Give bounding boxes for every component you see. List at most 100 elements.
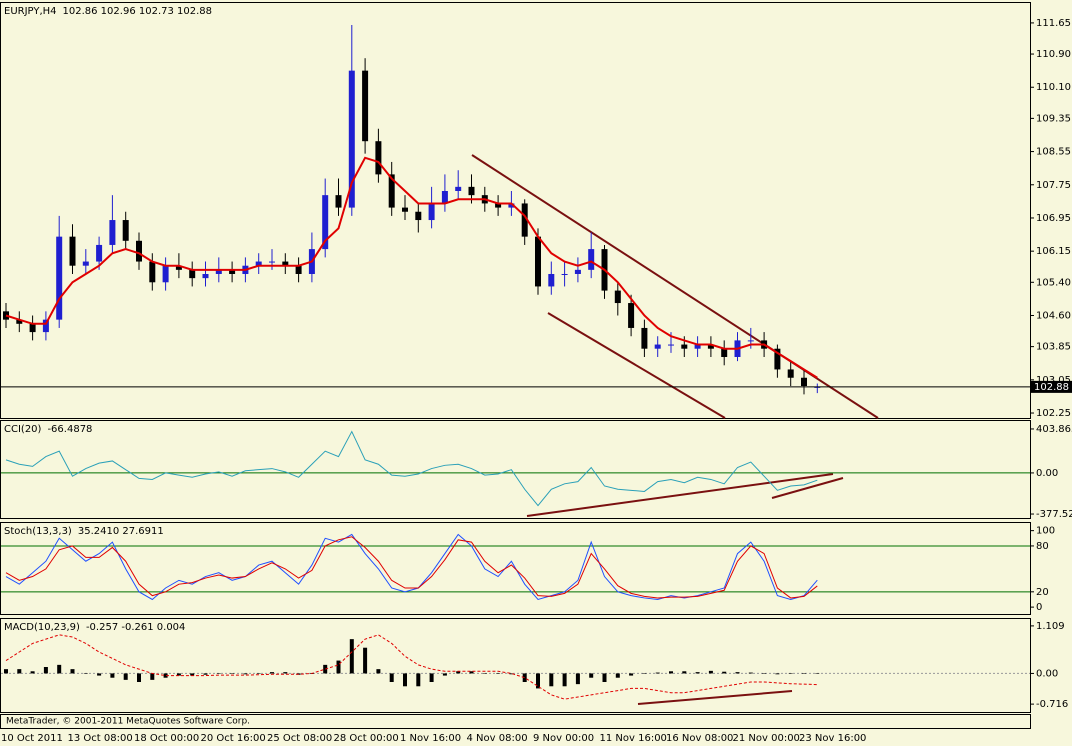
x-tick-label: 25 Oct 08:00 [267,733,332,744]
macd-bar [695,672,700,674]
candle-body [668,344,674,346]
y-tick-label: -0.716 [1036,699,1068,710]
macd-bar [416,673,421,687]
y-tick-label: 110.90 [1036,49,1071,60]
candle-body [574,269,581,274]
macd-bar [203,673,208,675]
macd-bar [788,673,793,674]
candle-body [229,269,236,274]
candle-body [654,344,661,349]
candle-body [29,323,36,333]
candle-body [548,273,555,287]
candle-body [109,220,116,245]
channel-bottom [547,312,726,419]
panel-title: EURJPY,H4 102.86 102.96 102.73 102.88 [4,6,212,17]
y-tick-label: 403.865 [1036,424,1072,435]
candle-body [774,348,781,370]
indicator-readout: 102.86 102.96 102.73 102.88 [63,6,213,17]
cci-panel-frame [0,420,1031,519]
macd-bar [150,673,155,680]
x-tick-label: 21 Nov 00:00 [733,733,800,744]
candle-body [428,203,435,221]
macd-bar [669,671,673,674]
indicator-line [5,536,818,599]
cci-trend-line [771,477,844,499]
macd-bar [522,673,527,682]
footer-text: MetaTrader, © 2001-2011 MetaQuotes Softw… [6,717,250,727]
indicator-line [5,430,818,507]
y-tick-label: 20 [1036,587,1049,598]
y-tick-label: 103.85 [1036,342,1071,353]
macd-bar [562,673,567,687]
macd-bar [748,672,753,674]
candle-body [16,319,23,324]
macd-panel-frame [0,618,1031,713]
panel-title: Stoch(13,3,3) 35.2410 27.6911 [4,526,164,537]
candle-body [348,70,355,208]
y-tick-label: 0.00 [1036,668,1058,679]
y-tick-label: 106.95 [1036,213,1071,224]
y-tick-label: 106.15 [1036,246,1071,257]
macd-bar [575,673,580,685]
macd-bar [336,660,341,674]
macd-bar [4,669,8,674]
macd-bar [30,671,35,674]
x-tick-label: 11 Nov 16:00 [600,733,667,744]
y-tick-label: 0 [1036,602,1042,613]
macd-bar [629,673,634,676]
macd-bar [589,673,594,678]
candle-body [162,265,169,283]
candle-body [56,236,63,320]
y-tick-label: -377.529 [1036,509,1072,520]
candle-body [255,261,262,266]
macd-bar [722,671,727,674]
y-tick-label: 80 [1036,541,1049,552]
macd-bar [482,673,487,674]
macd-bar [655,672,660,674]
candle-body [282,261,289,266]
candle-body [681,344,688,349]
macd-bar [642,673,647,674]
candle-body [787,369,794,378]
macd-bar [123,673,128,680]
macd-bar [602,673,607,682]
macd-bar [176,673,181,676]
macd-bar [43,667,48,674]
footer-panel-frame [0,714,1031,729]
y-tick-label: 105.40 [1036,277,1071,288]
y-tick-label: 110.10 [1036,82,1071,93]
macd-bar [376,669,381,674]
macd-bar [190,673,195,676]
macd-bar [57,664,62,674]
candle-body [441,190,448,204]
candle-body [136,240,142,262]
y-tick-label: 108.55 [1036,147,1071,158]
x-tick-label: 9 Nov 00:00 [533,733,594,744]
candle-body [375,141,382,175]
trend-lines [471,154,879,705]
y-tick-label: 104.60 [1036,310,1071,321]
indicator-readout: 35.2410 27.6911 [78,526,164,537]
macd-bar [323,664,328,674]
x-tick-label: 20 Oct 16:00 [201,733,266,744]
candle-body [628,303,635,328]
macd-bar [163,673,168,678]
x-tick-label: 13 Oct 08:00 [68,733,133,744]
indicator-line [5,634,818,700]
candle-body [508,203,515,208]
indicator-name: MACD(10,23,9) [4,622,80,633]
candle-body [122,220,129,241]
candle-body [362,70,369,142]
indicator-readout: -0.257 -0.261 0.004 [86,622,185,633]
indicator-name: Stoch(13,3,3) [4,526,72,537]
y-tick-label: 109.35 [1036,113,1071,124]
candle-body [96,244,103,262]
macd-bar [216,673,221,674]
macd-bar [682,671,687,674]
panel-frames [0,2,1031,729]
y-tick-label: 111.65 [1036,18,1071,29]
panel-title: MACD(10,23,9) -0.257 -0.261 0.004 [4,622,185,633]
macd-bar [469,671,474,674]
